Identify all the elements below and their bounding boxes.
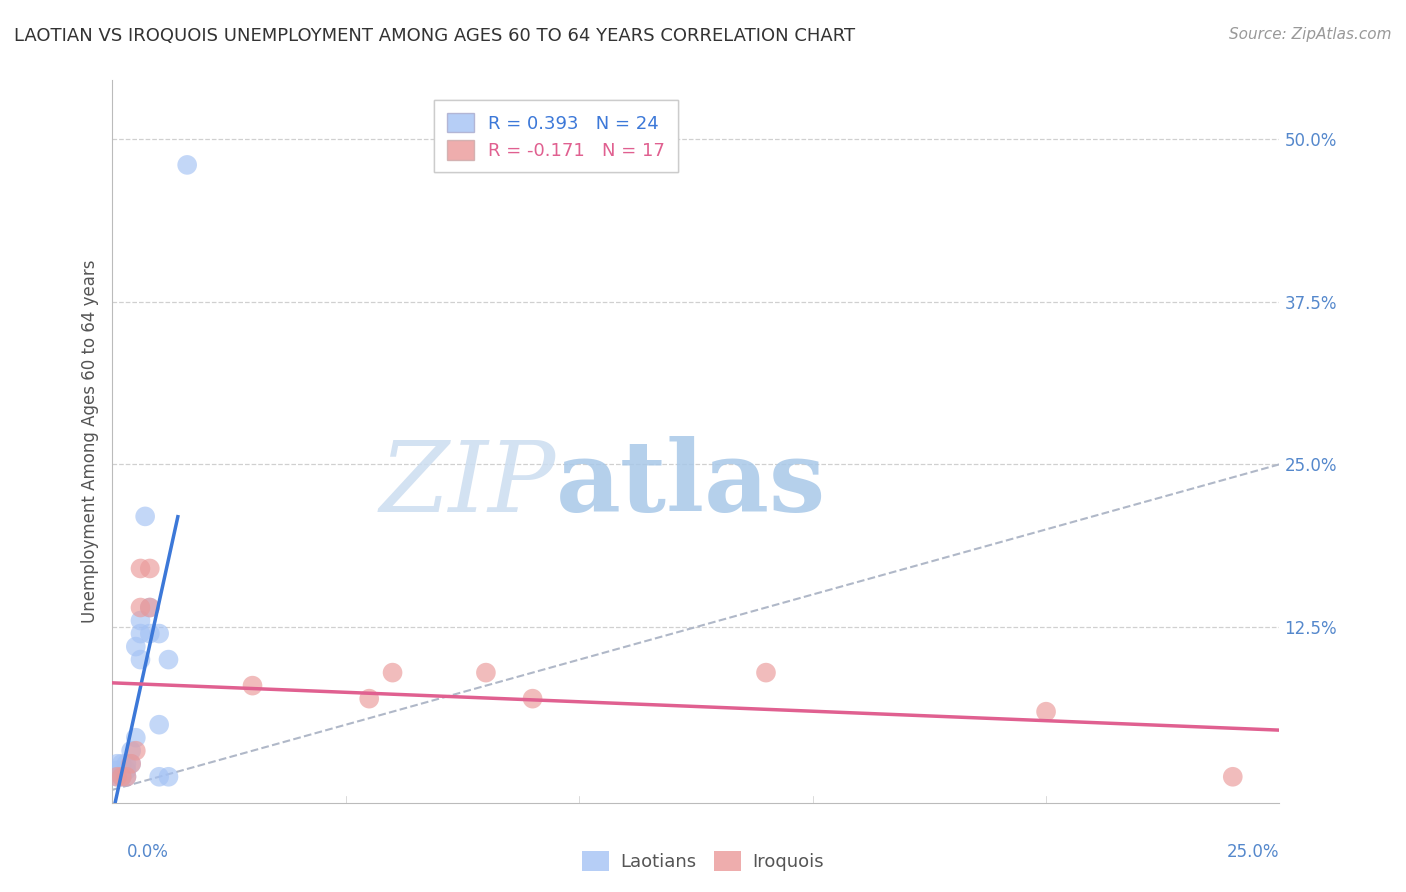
Point (522, 691, 544, 706)
Point (105, 764, 128, 778)
Point (105, 770, 128, 784)
Point (157, 652, 180, 666)
Point (111, 770, 134, 784)
Point (242, 679, 264, 693)
Point (176, 158, 198, 172)
Point (755, 665, 778, 680)
Point (120, 756, 142, 771)
Point (148, 626, 170, 640)
Point (148, 770, 170, 784)
Point (1035, 705, 1057, 719)
Point (115, 770, 138, 784)
Point (381, 665, 404, 680)
Point (105, 770, 128, 784)
Point (157, 770, 180, 784)
Point (139, 600, 162, 615)
Point (475, 665, 498, 680)
Point (129, 626, 152, 640)
Text: 0.0%: 0.0% (127, 843, 169, 861)
Y-axis label: Unemployment Among Ages 60 to 64 years: Unemployment Among Ages 60 to 64 years (80, 260, 98, 624)
Text: ZIP: ZIP (380, 437, 555, 533)
Point (148, 717, 170, 731)
Text: 25.0%: 25.0% (1227, 843, 1279, 861)
Text: LAOTIAN VS IROQUOIS UNEMPLOYMENT AMONG AGES 60 TO 64 YEARS CORRELATION CHART: LAOTIAN VS IROQUOIS UNEMPLOYMENT AMONG A… (14, 27, 855, 45)
Point (129, 561, 152, 575)
Point (111, 770, 134, 784)
Point (139, 600, 162, 615)
Point (111, 756, 134, 771)
Point (129, 600, 152, 615)
Legend: Laotians, Iroquois: Laotians, Iroquois (575, 844, 831, 879)
Point (125, 731, 148, 745)
Point (120, 744, 142, 758)
Point (134, 509, 156, 524)
Point (115, 756, 138, 771)
Text: Source: ZipAtlas.com: Source: ZipAtlas.com (1229, 27, 1392, 42)
Legend: R = 0.393   N = 24, R = -0.171   N = 17: R = 0.393 N = 24, R = -0.171 N = 17 (434, 100, 678, 172)
Point (129, 614, 152, 628)
Point (139, 561, 162, 575)
Text: atlas: atlas (555, 436, 827, 533)
Point (105, 756, 128, 771)
Point (125, 640, 148, 654)
Point (139, 626, 162, 640)
Point (125, 744, 148, 758)
Point (129, 652, 152, 666)
Point (359, 691, 381, 706)
Point (115, 770, 138, 784)
Point (1222, 770, 1244, 784)
Point (120, 756, 142, 771)
Point (115, 764, 138, 778)
